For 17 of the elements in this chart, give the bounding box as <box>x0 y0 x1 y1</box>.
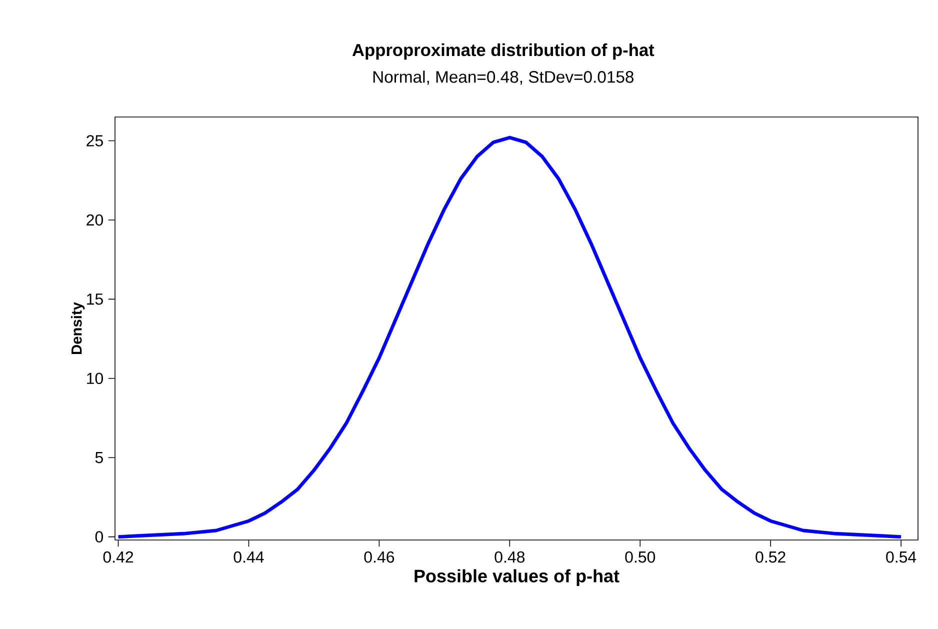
x-tick-label: 0.42 <box>103 551 134 563</box>
x-tick-label: 0.54 <box>886 551 916 563</box>
x-tick-label: 0.46 <box>364 551 394 563</box>
y-tick-label: 15 <box>87 294 103 305</box>
y-axis-title: Density <box>71 302 85 354</box>
x-tick-label: 0.48 <box>494 551 525 563</box>
y-tick-label: 10 <box>87 372 104 384</box>
y-tick-label: 20 <box>86 214 104 226</box>
x-tick-label: 0.52 <box>756 551 786 563</box>
x-tick-label: 0.44 <box>234 551 264 563</box>
x-axis-title: Possible values of p-hat <box>414 569 620 586</box>
x-tick-label: 0.50 <box>625 551 656 563</box>
chart-title: Approproximate distribution of p-hat <box>352 43 654 60</box>
chart-subtitle: Normal, Mean=0.48, StDev=0.0158 <box>373 70 634 85</box>
y-tick-label: 5 <box>95 452 103 464</box>
y-tick-label: 25 <box>86 135 103 146</box>
y-tick-label: 0 <box>95 531 104 542</box>
